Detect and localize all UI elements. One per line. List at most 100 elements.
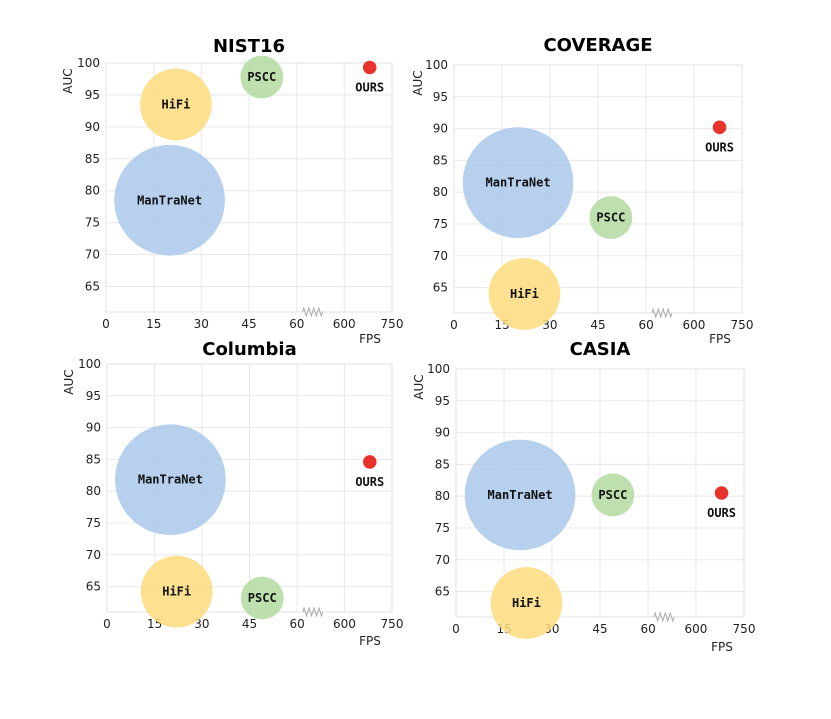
plot-frame bbox=[455, 368, 745, 618]
bubble-hifi bbox=[488, 258, 561, 330]
bubble-label-mantranet: ManTraNet bbox=[486, 176, 551, 190]
y-tick-label: 65 bbox=[86, 580, 101, 594]
y-tick-label: 95 bbox=[435, 394, 450, 408]
y-tick-label: 65 bbox=[85, 279, 100, 293]
y-tick-label: 95 bbox=[86, 389, 101, 403]
bubble-label-pscc: PSCC bbox=[248, 591, 277, 605]
bubble-pscc bbox=[591, 473, 635, 517]
axis-break-marker bbox=[302, 306, 323, 318]
x-axis-label: FPS bbox=[359, 332, 381, 346]
chart-title: COVERAGE bbox=[543, 35, 652, 56]
bubble-label-pscc: PSCC bbox=[596, 211, 625, 225]
chart-title: NIST16 bbox=[213, 36, 285, 57]
x-tick-label: 600 bbox=[684, 622, 707, 636]
y-tick-label: 75 bbox=[86, 516, 101, 530]
axis-break-marker bbox=[651, 307, 673, 319]
y-tick-label: 90 bbox=[86, 421, 101, 435]
bubble-label-ours: OURS bbox=[355, 475, 384, 489]
bubble-label-hifi: HiFi bbox=[161, 98, 190, 112]
y-axis-label: AUC bbox=[411, 70, 425, 95]
bubble-mantranet bbox=[462, 127, 574, 238]
y-tick-label: 95 bbox=[433, 90, 448, 104]
y-axis-label: AUC bbox=[412, 374, 426, 399]
y-axis-label: AUC bbox=[61, 68, 75, 93]
x-tick-label: 0 bbox=[450, 318, 458, 332]
axis-break-marker bbox=[653, 611, 675, 623]
x-tick-label: 60 bbox=[289, 617, 304, 631]
bubble-label-ours: OURS bbox=[707, 506, 736, 520]
bubble-label-hifi: HiFi bbox=[162, 585, 191, 599]
bubble-hifi bbox=[140, 68, 212, 141]
bubble-label-ours: OURS bbox=[705, 140, 734, 154]
x-tick-label: 45 bbox=[241, 317, 256, 331]
y-tick-label: 70 bbox=[433, 249, 448, 263]
x-tick-label: 30 bbox=[194, 317, 209, 331]
y-tick-label: 80 bbox=[435, 489, 450, 503]
x-tick-label: 30 bbox=[194, 617, 209, 631]
y-tick-label: 70 bbox=[85, 248, 100, 262]
bubble-label-mantranet: ManTraNet bbox=[137, 193, 202, 207]
x-tick-label: 0 bbox=[103, 617, 111, 631]
y-tick-label: 75 bbox=[435, 521, 450, 535]
bubble-pscc bbox=[240, 55, 284, 99]
y-tick-label: 75 bbox=[433, 217, 448, 231]
bubble-label-mantranet: ManTraNet bbox=[488, 488, 553, 502]
x-tick-label: 600 bbox=[333, 317, 356, 331]
y-tick-label: 100 bbox=[425, 58, 448, 72]
bubble-mantranet bbox=[114, 144, 225, 256]
y-tick-label: 80 bbox=[86, 484, 101, 498]
bubble-pscc bbox=[240, 576, 284, 620]
y-tick-label: 85 bbox=[86, 452, 101, 466]
x-tick-label: 0 bbox=[452, 622, 460, 636]
bubble-ours bbox=[363, 455, 377, 469]
bubble-pscc bbox=[589, 196, 633, 240]
x-axis-label: FPS bbox=[709, 332, 731, 346]
chart-title: CASIA bbox=[570, 339, 631, 360]
y-tick-label: 100 bbox=[78, 357, 101, 371]
bubble-hifi bbox=[490, 567, 563, 639]
x-tick-label: 60 bbox=[638, 318, 653, 332]
bubble-ours bbox=[714, 486, 729, 500]
y-tick-label: 75 bbox=[85, 216, 100, 230]
x-tick-label: 45 bbox=[592, 622, 607, 636]
y-tick-label: 80 bbox=[85, 184, 100, 198]
bubble-label-mantranet: ManTraNet bbox=[138, 473, 203, 487]
x-tick-label: 60 bbox=[640, 622, 655, 636]
bubble-mantranet bbox=[115, 424, 226, 536]
y-tick-label: 95 bbox=[85, 88, 100, 102]
x-tick-label: 0 bbox=[102, 317, 110, 331]
bubble-ours bbox=[712, 120, 727, 135]
bubble-label-ours: OURS bbox=[355, 80, 384, 94]
y-tick-label: 90 bbox=[85, 120, 100, 134]
y-tick-label: 70 bbox=[435, 553, 450, 567]
x-tick-label: 750 bbox=[731, 318, 754, 332]
x-tick-label: 60 bbox=[289, 317, 304, 331]
bubble-hifi bbox=[140, 555, 213, 628]
chart-title: Columbia bbox=[202, 339, 297, 360]
y-tick-label: 90 bbox=[433, 122, 448, 136]
bubble-label-pscc: PSCC bbox=[598, 488, 627, 502]
x-tick-label: 15 bbox=[146, 317, 161, 331]
chart-panel-nist16: NIST16 65 70 75 80 85 90 95 100 0 15 30 45 60 600 750 AU… bbox=[61, 36, 403, 346]
bubble-mantranet bbox=[464, 439, 576, 551]
x-axis-label: FPS bbox=[711, 640, 733, 654]
x-tick-label: 600 bbox=[682, 318, 705, 332]
y-tick-label: 65 bbox=[435, 585, 450, 599]
y-tick-label: 85 bbox=[85, 152, 100, 166]
y-tick-label: 85 bbox=[435, 457, 450, 471]
bubble-label-hifi: HiFi bbox=[512, 596, 541, 610]
chart-panel-casia: CASIA65707580859095100015304560600750AUC… bbox=[412, 339, 755, 654]
y-tick-label: 100 bbox=[427, 362, 450, 376]
x-tick-label: 600 bbox=[333, 617, 356, 631]
bubble-label-pscc: PSCC bbox=[247, 70, 276, 84]
y-tick-label: 90 bbox=[435, 426, 450, 440]
bubble-ours bbox=[362, 60, 377, 75]
x-tick-label: 45 bbox=[590, 318, 605, 332]
bubble-label-hifi: HiFi bbox=[510, 287, 539, 301]
plot-frame bbox=[453, 64, 743, 314]
y-tick-label: 65 bbox=[433, 281, 448, 295]
y-axis-label: AUC bbox=[62, 369, 76, 394]
